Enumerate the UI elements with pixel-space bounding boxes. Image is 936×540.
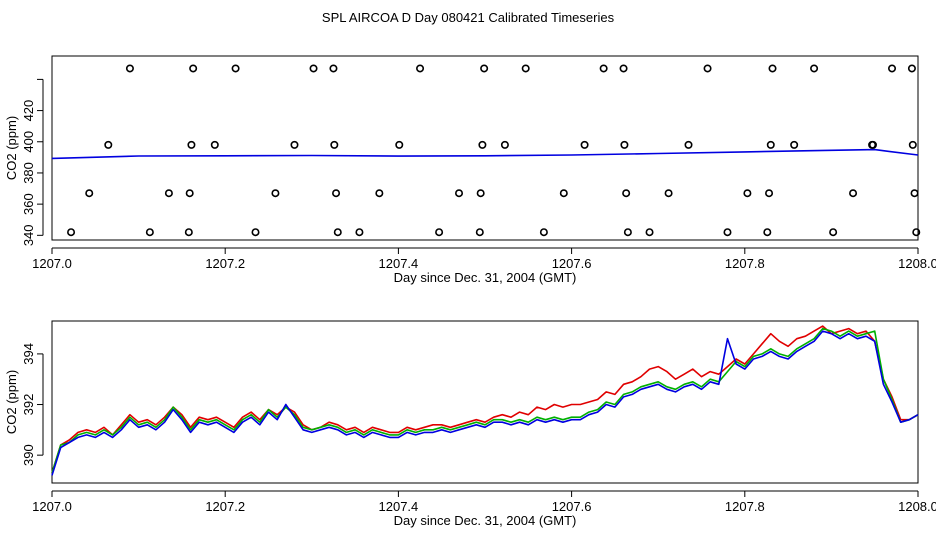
top-circle-marker [664, 189, 673, 198]
top-circle-marker [888, 64, 897, 73]
top-circle-marker [187, 140, 196, 149]
top-circle-marker [763, 228, 772, 237]
top-circle-marker [684, 140, 693, 149]
bottom-x-tick-label: 1207.6 [552, 499, 592, 514]
top-x-axis-title: Day since Dec. 31, 2004 (GMT) [394, 270, 577, 285]
top-circle-marker [231, 64, 240, 73]
top-circle-marker [623, 228, 632, 237]
top-circle-marker [559, 189, 568, 198]
bottom-x-axis-title: Day since Dec. 31, 2004 (GMT) [394, 513, 577, 528]
figure-title: SPL AIRCOA D Day 080421 Calibrated Times… [322, 10, 615, 25]
top-circle-marker [521, 64, 530, 73]
bottom-y-axis-title: CO2 (ppm) [4, 370, 19, 434]
top-circle-marker [723, 228, 732, 237]
top-circle-marker [829, 228, 838, 237]
bottom-x-tick-label: 1207.4 [379, 499, 419, 514]
top-circle-marker [189, 64, 198, 73]
top-circle-marker [790, 140, 799, 149]
bottom-series-green-line [51, 327, 919, 474]
bottom-chart-panel: 1207.0 1207.2 1207.4 1207.6 1207.8 1208.0 390 3… [4, 320, 936, 528]
top-circle-marker [500, 140, 509, 149]
top-circle-marker [622, 189, 631, 198]
top-circle-marker [539, 228, 548, 237]
top-circle-marker [455, 189, 464, 198]
top-circle-marker [766, 140, 775, 149]
top-circle-marker [868, 140, 877, 149]
bottom-plot-frame [51, 320, 919, 484]
bottom-x-tick-label: 1207.2 [205, 499, 245, 514]
top-circle-marker [271, 189, 280, 198]
top-x-tick-label: 1207.8 [725, 256, 765, 271]
top-x-tick-label: 1207.6 [552, 256, 592, 271]
top-circle-marker [645, 228, 654, 237]
top-circle-marker [164, 189, 173, 198]
top-circle-marker [333, 228, 342, 237]
top-circle-marker [910, 189, 919, 198]
top-circle-marker [480, 64, 489, 73]
bottom-x-tick-label: 1207.8 [725, 499, 765, 514]
bottom-series-red-line [51, 325, 919, 474]
top-series-calibrated-CO2-line [51, 148, 919, 160]
top-circle-marker [619, 64, 628, 73]
top-circle-marker [476, 189, 485, 198]
top-circle-marker [435, 228, 444, 237]
top-circle-marker [703, 64, 712, 73]
top-circle-marker [743, 189, 752, 198]
top-chart-panel: 1207.0 1207.2 1207.4 1207.6 1207.8 1208.0 340 3… [4, 55, 936, 285]
top-y-tick-label: 360 [21, 193, 36, 215]
top-circle-marker [768, 64, 777, 73]
top-circle-marker [475, 228, 484, 237]
top-circle-marker [416, 64, 425, 73]
top-circle-marker [907, 64, 916, 73]
top-circle-marker [290, 140, 299, 149]
top-y-tick-label: 400 [21, 131, 36, 153]
top-x-tick-label: 1207.0 [32, 256, 72, 271]
top-circle-marker [145, 228, 154, 237]
top-x-tick-label: 1207.2 [205, 256, 245, 271]
bottom-y-tick-label: 392 [21, 394, 36, 416]
bottom-y-tick-label: 390 [21, 444, 36, 466]
top-circle-marker [765, 189, 774, 198]
top-circle-marker [185, 189, 194, 198]
bottom-y-tick-label: 394 [21, 343, 36, 365]
bottom-x-tick-label: 1207.0 [32, 499, 72, 514]
top-circle-marker [330, 140, 339, 149]
top-circle-marker [355, 228, 364, 237]
top-circle-marker [810, 64, 819, 73]
top-circle-marker [210, 140, 219, 149]
top-plot-frame [51, 55, 919, 241]
top-circle-marker [580, 140, 589, 149]
top-x-tick-label: 1207.4 [379, 256, 419, 271]
top-circle-marker [908, 140, 917, 149]
top-circle-marker [912, 228, 921, 237]
top-circle-marker [620, 140, 629, 149]
top-circle-marker [478, 140, 487, 149]
top-circle-marker [125, 64, 134, 73]
top-circle-marker [251, 228, 260, 237]
top-circle-marker [599, 64, 608, 73]
top-circle-marker [85, 189, 94, 198]
top-y-tick-label: 380 [21, 162, 36, 184]
top-circle-marker [849, 189, 858, 198]
top-circle-marker [329, 64, 338, 73]
top-circle-marker [184, 228, 193, 237]
top-circle-marker [67, 228, 76, 237]
top-circle-marker [395, 140, 404, 149]
top-circle-marker [375, 189, 384, 198]
top-y-axis-title: CO2 (ppm) [4, 116, 19, 180]
top-x-tick-label: 1208.0 [898, 256, 936, 271]
top-y-tick-label: 420 [21, 100, 36, 122]
bottom-x-tick-label: 1208.0 [898, 499, 936, 514]
top-circle-marker [309, 64, 318, 73]
top-circle-marker [332, 189, 341, 198]
top-y-tick-label: 340 [21, 224, 36, 246]
bottom-series-blue-line [51, 330, 919, 476]
top-circle-marker [104, 140, 113, 149]
